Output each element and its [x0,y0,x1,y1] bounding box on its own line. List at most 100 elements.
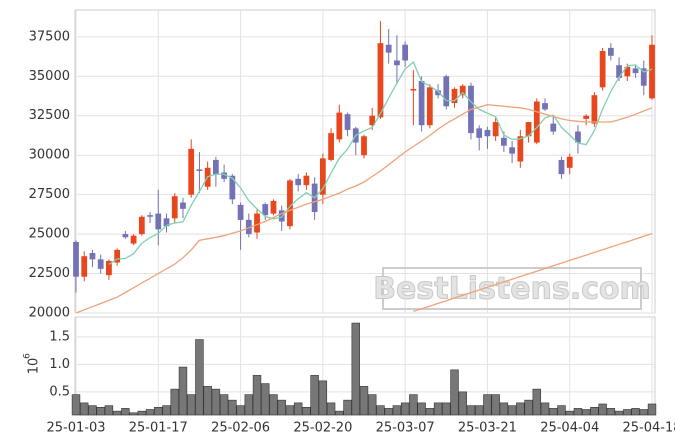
x-tick-label: 25-02-06 [211,421,270,436]
volume-bar [137,410,147,416]
volume-bar [557,405,566,416]
volume-bar [351,322,360,416]
candle-body [369,115,376,126]
moving-averages [75,61,653,313]
x-tick-label: 25-03-07 [376,421,435,436]
candle-body [616,65,622,78]
candle-body [410,88,417,91]
candle-body [361,136,367,156]
candle-body [262,204,269,216]
x-tick-label: 25-01-03 [46,421,105,436]
candle-body [147,215,153,217]
candle-body [155,213,162,230]
y-tick-label: 27500 [29,187,70,202]
x-tick-label: 25-03-21 [458,421,517,436]
candle-body [138,216,145,235]
candle-body [278,210,285,222]
volume-bar [549,408,558,416]
candle-body [591,95,598,124]
candle-body [550,123,557,132]
volume-bar [359,386,369,416]
watermark: BestListens.com [373,267,651,310]
candle-body [163,218,170,227]
volume-bar [80,402,89,416]
candle-body [517,136,524,162]
candle-body [492,122,499,137]
candle-body [328,133,334,160]
volume-bar [474,405,484,416]
y-tick-label: 1.0 [49,357,70,372]
candle-body [303,175,310,186]
volume-bar [121,408,130,416]
candle-body [476,128,483,138]
volume-bar [104,405,114,416]
volume-bar [623,409,632,416]
volume-bar [532,388,542,416]
candle-body [583,115,590,119]
volume-bar [384,408,393,416]
y-tick-label: 30000 [29,148,70,163]
candle-body [575,131,581,143]
volume-bar [112,410,122,416]
candle-body [649,44,655,99]
x-tick-label: 25-04-04 [540,421,599,436]
volume-bar [277,399,286,416]
candle-body [130,235,137,244]
candle-body [509,147,515,154]
y-tick-label: 35000 [29,69,70,84]
candle-body [319,158,326,195]
volume-bar [409,394,418,416]
y-tick-label: 32500 [29,108,70,123]
candle-body [632,68,639,74]
candle-body [435,90,441,96]
volume-bar [392,405,402,416]
candle-body [270,200,277,214]
candle-body [542,103,548,110]
volume-bar [129,412,138,416]
candle-body [385,44,392,53]
candle-body [171,196,178,219]
candle-body [106,260,112,276]
volume-bar [614,410,624,416]
volume-bar [491,394,500,416]
x-tick-label: 25-01-17 [129,421,188,436]
candle-body [566,156,573,168]
candle-body [426,87,433,126]
watermark-box [382,267,642,310]
volume-bar [581,409,591,416]
candle-body [640,68,647,86]
volume-bar [236,405,245,416]
ma-line [75,104,653,313]
watermark-text: BestListens.com [373,272,651,307]
volume-bar [442,402,451,416]
volume-bar [343,399,352,416]
volume-bar [326,402,336,416]
grid [75,10,655,415]
volume-bar [565,410,574,416]
candle-body [525,122,532,137]
candle-body [287,180,293,227]
candle-body [377,43,384,118]
volume-bar [195,339,204,416]
volume-bar [211,388,221,416]
volume-bar [450,369,459,416]
candle-body [394,60,400,66]
candle-body [451,88,458,104]
candle-body [196,169,203,171]
volume-bar [639,409,648,416]
candle-body [484,129,491,137]
volume-bar [302,406,311,416]
candle-body [81,256,88,277]
candle-body [221,172,227,179]
volume-bar [186,394,196,416]
y-axis-label-exponent: 6 [23,353,33,359]
volume-bar [335,410,344,416]
candle-body [122,234,129,238]
candle-body [344,114,351,130]
volume-bar [71,394,81,416]
candle-body [254,213,260,233]
candle-body [114,249,121,263]
volume-bar [606,408,616,416]
candle-body [459,85,466,96]
candle-body [295,178,302,186]
